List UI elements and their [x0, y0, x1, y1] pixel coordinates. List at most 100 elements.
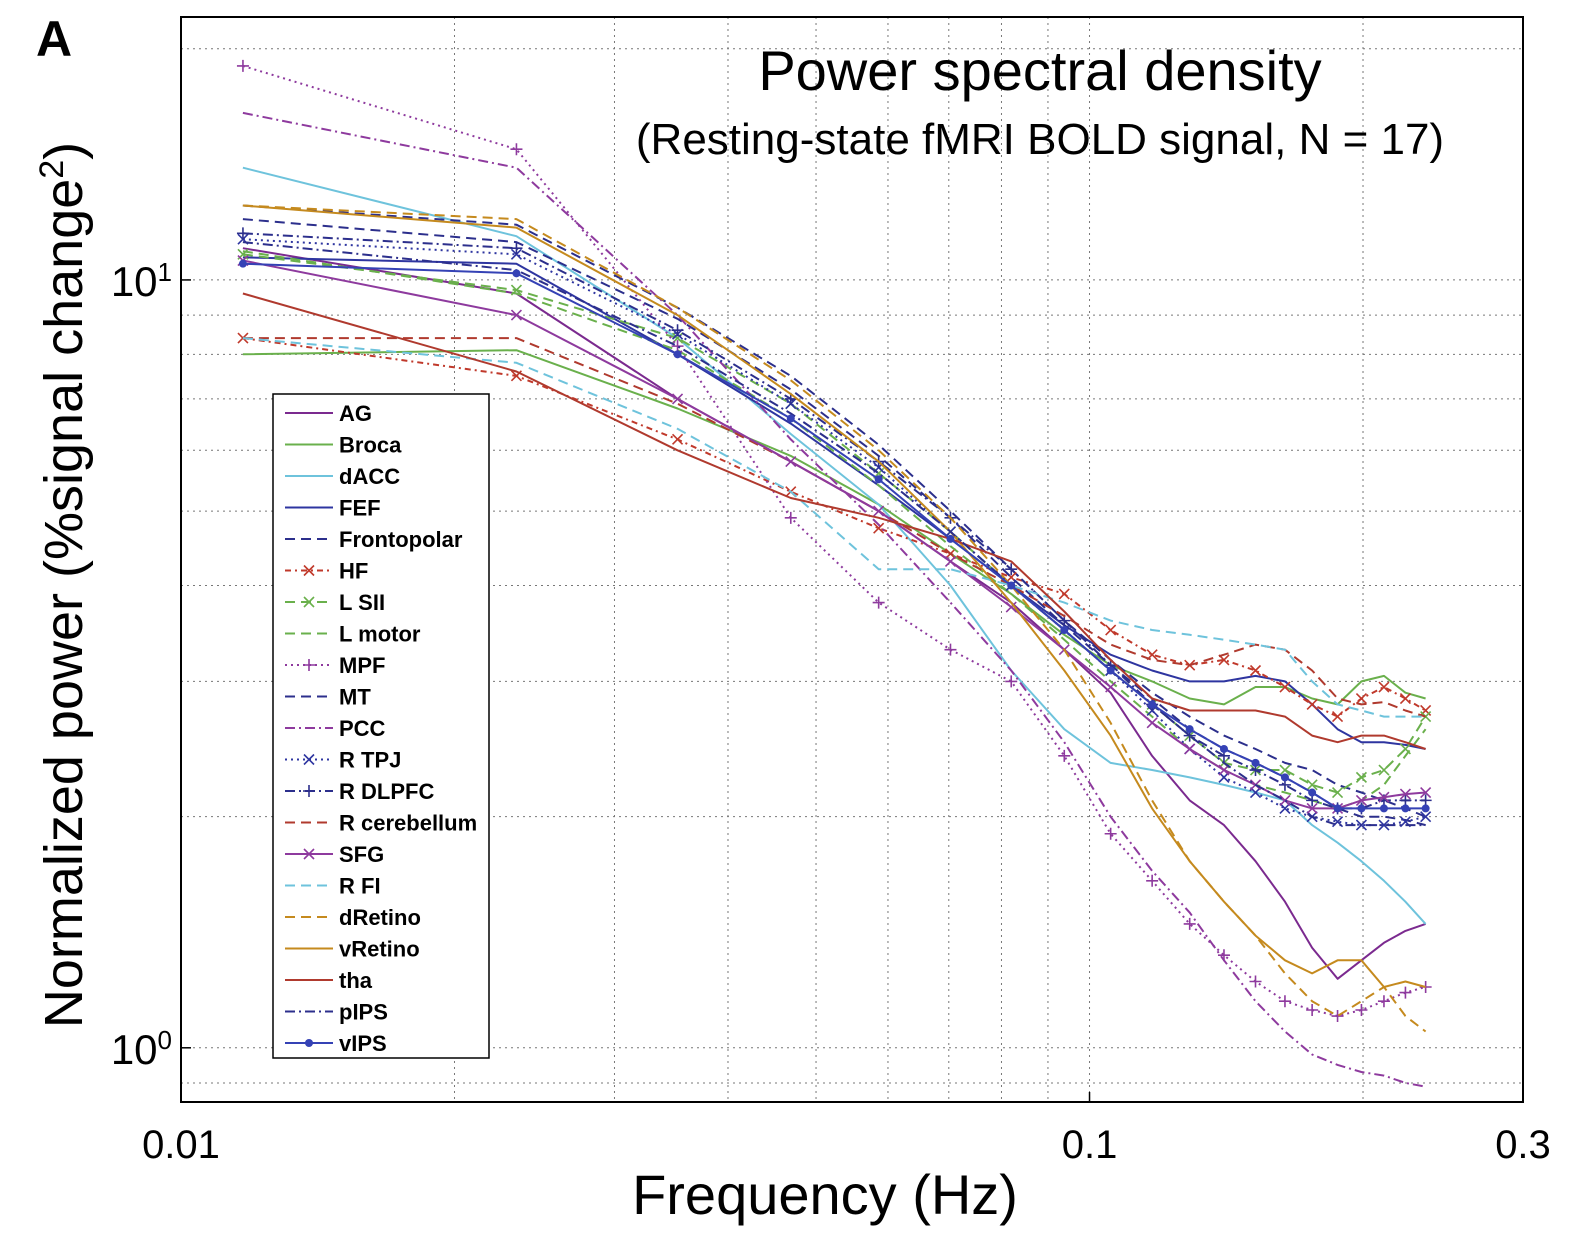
series-dretino [242, 204, 1427, 1033]
marker-plus [944, 643, 957, 656]
legend-entry: FEF [285, 496, 381, 521]
marker-plus [236, 59, 249, 72]
marker-plus [1419, 794, 1432, 807]
legend-label: dRetino [339, 905, 421, 930]
y-tick-base: 10 [111, 1026, 158, 1073]
marker-x [1399, 788, 1412, 800]
legend-entry: R FI [285, 874, 381, 899]
y-tick-label: 101 [111, 257, 172, 305]
marker-x [1058, 588, 1070, 600]
legend-entry: Frontopolar [285, 527, 463, 552]
marker-dot [946, 534, 955, 543]
marker-plus [1005, 563, 1018, 576]
marker-x [303, 753, 315, 766]
y-axis-label-end: ) [34, 142, 94, 160]
series-line [242, 238, 1426, 827]
legend-label: L SII [339, 590, 385, 615]
marker-plus [1419, 981, 1432, 994]
marker-x [1378, 819, 1390, 831]
series-line [242, 349, 1426, 706]
series-vretino [242, 204, 1426, 988]
marker-plus [1306, 1004, 1319, 1017]
marker-x [1355, 794, 1368, 806]
y-axis-label-main: Normalized power (%signal change [34, 179, 94, 1028]
legend-label: L motor [339, 622, 421, 647]
legend-entry: SFG [285, 842, 384, 867]
series-line [242, 256, 1426, 750]
marker-plus [1146, 874, 1159, 887]
legend-label: dACC [339, 464, 400, 489]
marker-plus [1183, 917, 1196, 930]
marker-x [944, 555, 957, 567]
marker-dot [874, 475, 883, 484]
legend-label: vIPS [339, 1031, 387, 1056]
y-tick-exponent: 0 [158, 1025, 172, 1055]
chart-title: Power spectral density [758, 39, 1321, 102]
marker-x [1279, 794, 1291, 806]
marker-dot [1333, 804, 1342, 813]
panel-label: A [36, 11, 72, 67]
legend-entry: PCC [285, 716, 386, 741]
marker-x [510, 248, 523, 260]
legend: AG Broca dACC FEF Frontopolar HF L SII L motor M… [272, 393, 490, 1059]
marker-dot [512, 269, 521, 278]
chart-subtitle: (Resting-state fMRI BOLD signal, N = 17) [636, 115, 1444, 164]
marker-x [1306, 698, 1318, 711]
legend-label: AG [339, 401, 372, 426]
marker-dot [1421, 804, 1430, 813]
y-tick-base: 10 [111, 258, 158, 305]
marker-dot [1148, 700, 1157, 709]
series-line [242, 262, 1426, 810]
marker-x [1378, 764, 1390, 776]
x-tick-label: 0.01 [142, 1123, 220, 1167]
marker-plus [303, 785, 315, 797]
marker-dot [786, 414, 795, 423]
marker-x [1279, 681, 1291, 693]
marker-x [1355, 771, 1368, 783]
series-line [242, 337, 1427, 718]
x-tick-label: 0.3 [1495, 1123, 1551, 1167]
marker-dot [1357, 804, 1366, 813]
marker-x [873, 505, 885, 517]
series-line [242, 253, 1427, 794]
legend-label: FEF [339, 496, 381, 521]
marker-dot [1106, 666, 1115, 675]
series-pcc [242, 111, 1426, 1088]
legend-label: SFG [339, 842, 384, 867]
marker-x [1184, 743, 1196, 755]
legend-label: R TPJ [339, 748, 401, 773]
legend-label: HF [339, 559, 368, 584]
marker-plus [236, 227, 249, 240]
marker-plus [1377, 995, 1390, 1008]
legend-entry: L SII [285, 590, 385, 615]
legend-entry: dACC [285, 464, 400, 489]
legend-entry: MPF [285, 653, 385, 678]
marker-plus [1058, 749, 1071, 762]
marker-x [1279, 802, 1291, 814]
marker-plus [1331, 1010, 1344, 1023]
legend-entry: tha [285, 968, 373, 993]
marker-plus [1355, 1004, 1368, 1017]
series-line [242, 166, 1427, 925]
marker-x [1331, 786, 1344, 799]
series-mpf [236, 59, 1432, 1023]
marker-x [1378, 791, 1390, 803]
legend-label: pIPS [339, 1000, 388, 1025]
marker-plus [510, 242, 523, 255]
marker-x [873, 522, 885, 534]
series-line [242, 204, 1426, 988]
series-pips [242, 241, 1426, 827]
y-axis-label-exponent: 2 [33, 160, 71, 179]
marker-x [510, 309, 523, 321]
series-lines [236, 59, 1432, 1088]
series-fef [242, 256, 1426, 750]
marker-plus [671, 340, 684, 353]
legend-entry: L motor [285, 622, 421, 647]
legend-entry: AG [285, 401, 372, 426]
marker-x [1146, 717, 1158, 729]
legend-entry: R TPJ [285, 748, 401, 773]
marker-plus [1278, 995, 1291, 1008]
marker-x [671, 393, 684, 405]
marker-x [1249, 664, 1262, 677]
